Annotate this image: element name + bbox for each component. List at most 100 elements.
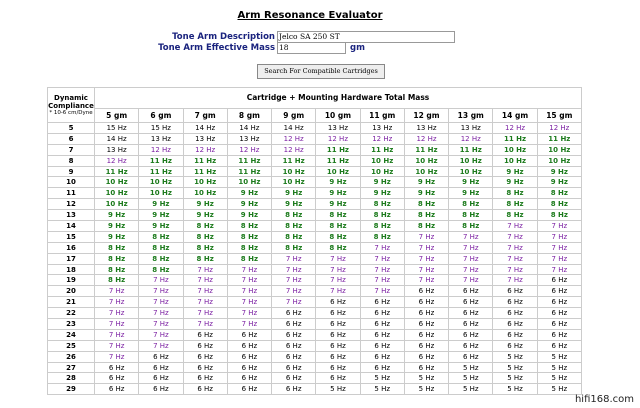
- data-row: 25 7 Hz 7 Hz 6 Hz 6 Hz 6 Hz 6 Hz 6 Hz 6 Hz 6 Hz 6 …: [47, 339, 583, 352]
- frequency-cell: 10 Hz: [448, 154, 494, 167]
- column-header: 6 gm: [138, 108, 184, 123]
- frequency-cell: 7 Hz: [403, 241, 450, 254]
- frequency-cell: 9 Hz: [315, 176, 361, 189]
- frequency-cell: 7 Hz: [138, 285, 184, 298]
- frequency-cell: 8 Hz: [182, 252, 228, 265]
- frequency-cell: 8 Hz: [492, 187, 538, 200]
- data-row: 21 7 Hz 7 Hz 7 Hz 7 Hz 7 Hz 6 Hz 6 Hz 6 Hz 6 Hz 6 …: [47, 296, 583, 309]
- frequency-cell: 8 Hz: [182, 241, 228, 254]
- frequency-cell: 7 Hz: [403, 263, 450, 276]
- frequency-cell: 8 Hz: [359, 198, 405, 211]
- mass-label: Tone Arm Effective Mass: [158, 43, 275, 53]
- frequency-cell: 6 Hz: [536, 328, 583, 341]
- frequency-cell: 9 Hz: [138, 198, 184, 211]
- column-header: 11 gm: [359, 108, 405, 123]
- frequency-cell: 7 Hz: [448, 230, 494, 243]
- frequency-cell: 6 Hz: [448, 318, 494, 330]
- frequency-cell: 7 Hz: [359, 285, 405, 298]
- frequency-cell: 6 Hz: [315, 328, 361, 341]
- frequency-cell: 12 Hz: [403, 132, 450, 145]
- frequency-cell: 7 Hz: [492, 274, 538, 287]
- frequency-cell: 6 Hz: [271, 307, 317, 320]
- frequency-cell: 6 Hz: [536, 307, 583, 320]
- compliance-cell: 11: [47, 187, 95, 200]
- data-row: 12 10 Hz 9 Hz 9 Hz 9 Hz 9 Hz 9 Hz 8 Hz 8 Hz 8 Hz 8…: [47, 198, 583, 211]
- frequency-cell: 6 Hz: [448, 285, 494, 298]
- frequency-cell: 5 Hz: [536, 372, 583, 385]
- column-header: 15 gm: [536, 108, 583, 123]
- group-header: Cartridge + Mounting Hardware Total Mass: [94, 87, 582, 109]
- compliance-cell: 9: [47, 165, 95, 178]
- frequency-cell: 7 Hz: [93, 318, 140, 330]
- frequency-cell: 11 Hz: [315, 154, 361, 167]
- frequency-cell: 6 Hz: [536, 318, 583, 330]
- data-row: 15 9 Hz 8 Hz 8 Hz 8 Hz 8 Hz 8 Hz 8 Hz 7 Hz 7 Hz 7 …: [47, 230, 583, 243]
- frequency-cell: 9 Hz: [448, 187, 494, 200]
- frequency-cell: 5 Hz: [492, 383, 538, 396]
- compliance-cell: 6: [47, 132, 95, 145]
- frequency-cell: 13 Hz: [403, 122, 450, 134]
- frequency-cell: 13 Hz: [315, 122, 361, 134]
- column-header: 13 gm: [448, 108, 494, 123]
- search-button[interactable]: Search For Compatible Cartridges: [257, 64, 385, 79]
- frequency-cell: 6 Hz: [492, 318, 538, 330]
- frequency-cell: 5 Hz: [536, 383, 583, 396]
- frequency-cell: 6 Hz: [536, 296, 583, 309]
- frequency-cell: 7 Hz: [315, 252, 361, 265]
- frequency-cell: 11 Hz: [359, 143, 405, 156]
- frequency-cell: 9 Hz: [226, 198, 273, 211]
- frequency-cell: 11 Hz: [226, 154, 273, 167]
- data-row: 23 7 Hz 7 Hz 7 Hz 7 Hz 6 Hz 6 Hz 6 Hz 6 Hz 6 Hz 6 …: [47, 318, 583, 330]
- frequency-cell: 7 Hz: [359, 252, 405, 265]
- frequency-cell: 8 Hz: [93, 263, 140, 276]
- frequency-cell: 6 Hz: [182, 372, 228, 385]
- data-row: 19 8 Hz 7 Hz 7 Hz 7 Hz 7 Hz 7 Hz 7 Hz 7 Hz 7 Hz 7 …: [47, 274, 583, 287]
- column-header: 10 gm: [315, 108, 361, 123]
- frequency-cell: 6 Hz: [93, 383, 140, 396]
- frequency-cell: 9 Hz: [93, 209, 140, 222]
- frequency-cell: 10 Hz: [138, 176, 184, 189]
- compliance-cell: 21: [47, 296, 95, 309]
- frequency-cell: 7 Hz: [226, 263, 273, 276]
- frequency-cell: 6 Hz: [138, 350, 184, 363]
- frequency-cell: 5 Hz: [448, 361, 494, 374]
- header-row: 5 gm 6 gm 7 gm 8 gm 9 gm 10 gm 11 gm 12 gm 13 gm…: [48, 108, 583, 123]
- frequency-cell: 8 Hz: [492, 198, 538, 211]
- frequency-cell: 12 Hz: [492, 122, 538, 134]
- frequency-cell: 6 Hz: [359, 328, 405, 341]
- frequency-cell: 8 Hz: [448, 209, 494, 222]
- frequency-cell: 15 Hz: [138, 122, 184, 134]
- frequency-cell: 9 Hz: [182, 198, 228, 211]
- mass-input[interactable]: 18: [277, 42, 346, 54]
- frequency-cell: 8 Hz: [93, 241, 140, 254]
- frequency-cell: 5 Hz: [359, 383, 405, 396]
- frequency-cell: 13 Hz: [226, 132, 273, 145]
- frequency-cell: 14 Hz: [226, 122, 273, 134]
- frequency-cell: 7 Hz: [536, 230, 583, 243]
- frequency-cell: 11 Hz: [536, 132, 583, 145]
- frequency-cell: 8 Hz: [536, 187, 583, 200]
- compliance-cell: 26: [47, 350, 95, 363]
- frequency-cell: 8 Hz: [93, 252, 140, 265]
- frequency-cell: 5 Hz: [536, 350, 583, 363]
- frequency-cell: 6 Hz: [492, 307, 538, 320]
- description-label: Tone Arm Description: [172, 32, 275, 42]
- description-input[interactable]: Jelco SA 250 ST: [277, 31, 455, 43]
- title: Arm Resonance Evaluator: [237, 10, 383, 21]
- data-row: 13 9 Hz 9 Hz 9 Hz 9 Hz 8 Hz 8 Hz 8 Hz 8 Hz 8 Hz 8 …: [47, 209, 583, 222]
- data-row: 27 6 Hz 6 Hz 6 Hz 6 Hz 6 Hz 6 Hz 6 Hz 6 Hz 5 Hz 5 …: [47, 361, 583, 374]
- frequency-cell: 9 Hz: [226, 209, 273, 222]
- frequency-cell: 6 Hz: [271, 339, 317, 352]
- frequency-cell: 6 Hz: [403, 285, 450, 298]
- frequency-cell: 7 Hz: [315, 285, 361, 298]
- frequency-cell: 11 Hz: [182, 165, 228, 178]
- frequency-cell: 7 Hz: [492, 252, 538, 265]
- frequency-cell: 7 Hz: [226, 285, 273, 298]
- compliance-cell: 8: [47, 154, 95, 167]
- frequency-cell: 8 Hz: [315, 241, 361, 254]
- compliance-cell: 23: [47, 318, 95, 330]
- frequency-cell: 8 Hz: [271, 230, 317, 243]
- frequency-cell: 6 Hz: [271, 318, 317, 330]
- frequency-cell: 8 Hz: [226, 241, 273, 254]
- frequency-cell: 12 Hz: [271, 143, 317, 156]
